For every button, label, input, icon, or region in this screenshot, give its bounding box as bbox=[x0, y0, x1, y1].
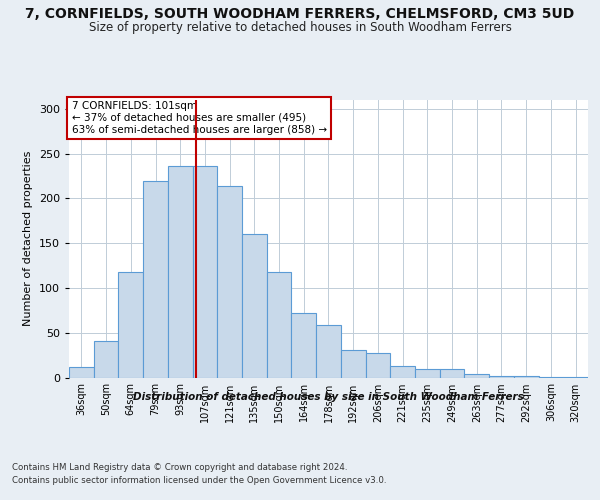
Bar bbox=[316, 324, 341, 378]
Bar bbox=[69, 367, 94, 378]
Bar bbox=[292, 313, 316, 378]
Bar bbox=[341, 350, 365, 378]
Bar bbox=[143, 180, 168, 378]
Bar bbox=[514, 376, 539, 378]
Bar bbox=[464, 374, 489, 378]
Bar bbox=[118, 272, 143, 378]
Bar bbox=[365, 354, 390, 378]
Text: Contains HM Land Registry data © Crown copyright and database right 2024.: Contains HM Land Registry data © Crown c… bbox=[12, 462, 347, 471]
Y-axis label: Number of detached properties: Number of detached properties bbox=[23, 151, 33, 326]
Bar bbox=[217, 186, 242, 378]
Bar bbox=[390, 366, 415, 378]
Bar bbox=[539, 376, 563, 378]
Bar bbox=[168, 166, 193, 378]
Bar bbox=[267, 272, 292, 378]
Text: Contains public sector information licensed under the Open Government Licence v3: Contains public sector information licen… bbox=[12, 476, 386, 485]
Bar bbox=[563, 376, 588, 378]
Text: Distribution of detached houses by size in South Woodham Ferrers: Distribution of detached houses by size … bbox=[133, 392, 524, 402]
Text: 7, CORNFIELDS, SOUTH WOODHAM FERRERS, CHELMSFORD, CM3 5UD: 7, CORNFIELDS, SOUTH WOODHAM FERRERS, CH… bbox=[25, 8, 575, 22]
Text: Size of property relative to detached houses in South Woodham Ferrers: Size of property relative to detached ho… bbox=[89, 21, 511, 34]
Bar bbox=[94, 341, 118, 378]
Bar bbox=[489, 376, 514, 378]
Text: 7 CORNFIELDS: 101sqm
← 37% of detached houses are smaller (495)
63% of semi-deta: 7 CORNFIELDS: 101sqm ← 37% of detached h… bbox=[71, 102, 327, 134]
Bar bbox=[440, 368, 464, 378]
Bar bbox=[193, 166, 217, 378]
Bar bbox=[415, 368, 440, 378]
Bar bbox=[242, 234, 267, 378]
